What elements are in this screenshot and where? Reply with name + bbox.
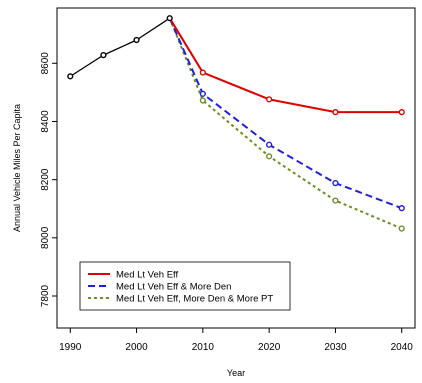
series-point-3 (398, 225, 405, 232)
x-axis: 1990 2000 2010 2020 2030 2040 (59, 328, 413, 353)
series-point-2 (398, 205, 405, 212)
y-tick-label: 8600 (40, 52, 51, 75)
x-axis-title: Year (227, 368, 245, 378)
historical-point (133, 36, 140, 44)
x-tick-label: 2030 (324, 342, 347, 353)
series-point-3 (199, 97, 206, 104)
x-tick-label: 2020 (258, 342, 281, 353)
y-tick-label: 8200 (40, 168, 51, 191)
series-point-3 (266, 153, 273, 160)
series-point-1 (332, 109, 339, 116)
y-tick-label: 7800 (40, 284, 51, 307)
x-tick-label: 1990 (59, 342, 82, 353)
historical-line (69, 17, 171, 77)
series-line-2 (168, 17, 403, 210)
legend-label-3: Med Lt Veh Eff, More Den & More PT (116, 294, 273, 305)
series-point-1 (199, 69, 206, 76)
y-tick-label: 8400 (40, 110, 51, 133)
series-point-2 (266, 141, 273, 148)
legend-box (79, 261, 291, 311)
series-line-3 (168, 17, 403, 230)
series-point-1 (398, 109, 405, 116)
legend-label-1: Med Lt Veh Eff (116, 270, 179, 281)
series-point-2 (332, 180, 339, 187)
y-tick-label: 8000 (40, 226, 51, 249)
historical-point (67, 73, 74, 80)
series-point-1 (266, 96, 273, 103)
historical-point (100, 52, 107, 59)
series-layer (67, 15, 405, 232)
y-axis-title: Annual Vehicle Miles Per Capita (12, 104, 22, 232)
legend-label-2: Med Lt Veh Eff & More Den (116, 282, 231, 293)
plot-frame (56, 7, 416, 329)
series-point-2 (199, 90, 206, 97)
x-tick-label: 2040 (391, 342, 414, 353)
y-axis: 7800 8000 8200 8400 8600 (40, 52, 57, 307)
series-point-3 (332, 197, 339, 204)
historical-point (166, 15, 173, 22)
x-tick-label: 2000 (125, 342, 148, 353)
x-tick-label: 2010 (192, 342, 215, 353)
